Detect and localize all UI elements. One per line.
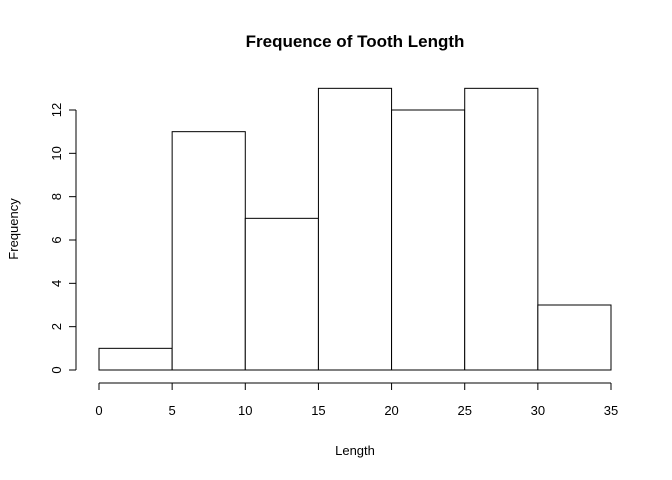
y-tick-label: 2 xyxy=(49,323,64,330)
y-axis: 0 2 4 6 8 10 12 xyxy=(49,103,77,374)
x-tick-label: 30 xyxy=(531,403,545,418)
x-tick-label: 20 xyxy=(384,403,398,418)
y-tick-label: 8 xyxy=(49,193,64,200)
y-tick-label: 12 xyxy=(49,103,64,117)
x-tick-label: 35 xyxy=(604,403,618,418)
bars-group xyxy=(98,87,612,371)
histogram-bar xyxy=(317,87,393,371)
x-tick-label: 5 xyxy=(169,403,176,418)
histogram-bar xyxy=(391,109,466,371)
y-tick-label: 4 xyxy=(49,280,64,287)
x-axis: 0 5 10 15 20 25 30 35 xyxy=(95,382,618,418)
histogram-bar xyxy=(244,217,319,371)
x-axis-label: Length xyxy=(335,443,375,458)
x-tick-label: 15 xyxy=(311,403,325,418)
chart-title: Frequence of Tooth Length xyxy=(246,32,465,51)
y-tick-label: 10 xyxy=(49,146,64,160)
histogram-bar xyxy=(464,87,539,371)
x-tick-label: 0 xyxy=(95,403,102,418)
histogram-bar xyxy=(537,304,612,371)
y-tick-label: 0 xyxy=(49,366,64,373)
histogram-bar xyxy=(98,347,173,371)
histogram-bar xyxy=(171,131,246,371)
y-axis-label: Frequency xyxy=(6,198,21,260)
x-tick-label: 10 xyxy=(238,403,252,418)
y-tick-label: 6 xyxy=(49,236,64,243)
x-tick-label: 25 xyxy=(457,403,471,418)
